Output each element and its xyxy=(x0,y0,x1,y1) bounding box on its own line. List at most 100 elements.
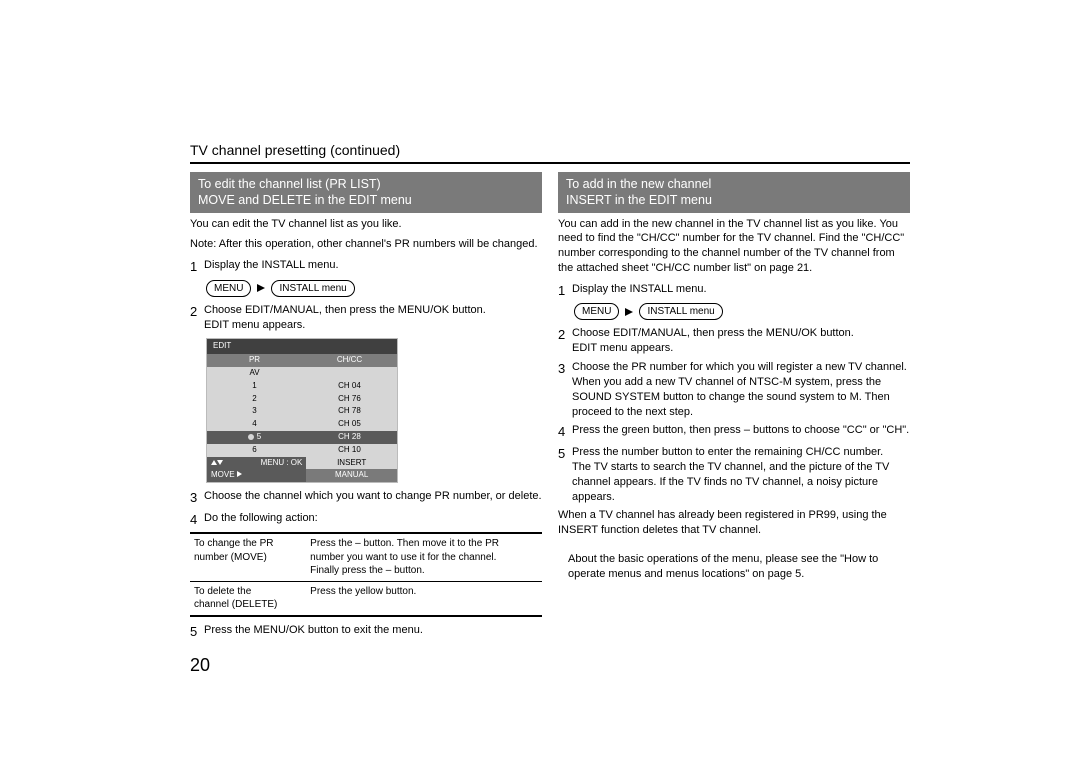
left-heading-line2: MOVE and DELETE in the EDIT menu xyxy=(198,192,534,208)
left-step-5: 5 Press the MENU/OK button to exit the m… xyxy=(190,623,542,641)
right-steps: 1 Display the INSTALL menu. xyxy=(558,282,910,300)
step-number: 4 xyxy=(558,423,572,441)
edit-footer-1: MENU : OK INSERT xyxy=(207,457,397,470)
cell: CH 10 xyxy=(302,445,397,456)
two-column-layout: To edit the channel list (PR LIST) MOVE … xyxy=(190,172,910,644)
text: number (MOVE) xyxy=(194,552,267,563)
foot-left: MOVE xyxy=(211,470,235,479)
cell: CH 04 xyxy=(302,381,397,392)
arrow-right-icon xyxy=(625,308,633,316)
step-number: 5 xyxy=(190,623,204,641)
cell: To delete the channel (DELETE) xyxy=(190,581,306,616)
step-number: 3 xyxy=(558,360,572,419)
left-step-1: 1 Display the INSTALL menu. xyxy=(190,258,542,276)
hdr-chcc: CH/CC xyxy=(302,355,397,366)
step2-line2: EDIT menu appears. xyxy=(204,319,305,331)
right-note-2: About the basic operations of the menu, … xyxy=(558,552,910,582)
left-column: To edit the channel list (PR LIST) MOVE … xyxy=(190,172,542,644)
right-column: To add in the new channel INSERT in the … xyxy=(558,172,910,644)
step-body: Choose EDIT/MANUAL, then press the MENU/… xyxy=(572,326,910,356)
right-step-3: 3 Choose the PR number for which you wil… xyxy=(558,360,910,419)
step-body: Press the number button to enter the rem… xyxy=(572,445,910,504)
step-body: Choose the channel which you want to cha… xyxy=(204,489,542,507)
cell: 5 xyxy=(257,432,261,441)
left-step-2: 2 Choose EDIT/MANUAL, then press the MEN… xyxy=(190,303,542,333)
edit-menu-illustration: EDIT PR CH/CC AV 1CH 04 2CH 76 3CH 78 4C… xyxy=(206,338,398,483)
edit-header-row: PR CH/CC xyxy=(207,354,397,367)
hdr-pr: PR xyxy=(207,355,302,366)
cell: 3 xyxy=(207,406,302,417)
edit-rows-bottom: 6CH 10 xyxy=(207,444,397,457)
step-number: 5 xyxy=(558,445,572,504)
text: channel (DELETE) xyxy=(194,599,277,610)
left-steps: 1 Display the INSTALL menu. xyxy=(190,258,542,276)
step-body: Press the MENU/OK button to exit the men… xyxy=(204,623,542,641)
edit-title: EDIT xyxy=(207,339,397,354)
menu-pill: MENU xyxy=(206,280,251,297)
install-menu-pill: INSTALL menu xyxy=(271,280,354,297)
left-step-3: 3 Choose the channel which you want to c… xyxy=(190,489,542,507)
cell xyxy=(302,368,397,379)
text: number you want to use it for the channe… xyxy=(310,552,496,563)
cell: Press the yellow button. xyxy=(306,581,542,616)
table-row: To delete the channel (DELETE) Press the… xyxy=(190,581,542,616)
text: EDIT menu appears. xyxy=(572,342,673,354)
step-body: Display the INSTALL menu. xyxy=(572,282,910,300)
right-heading-line2: INSERT in the EDIT menu xyxy=(566,192,902,208)
left-steps-5: 5 Press the MENU/OK button to exit the m… xyxy=(190,623,542,641)
triangle-down-icon xyxy=(217,460,223,465)
cell: Press the – button. Then move it to the … xyxy=(306,533,542,581)
right-step-1: 1 Display the INSTALL menu. xyxy=(558,282,910,300)
left-heading-line1: To edit the channel list (PR LIST) xyxy=(198,176,534,192)
arrow-right-icon xyxy=(257,284,265,292)
right-step-5: 5 Press the number button to enter the r… xyxy=(558,445,910,504)
cell: AV xyxy=(207,368,302,379)
triangle-right-icon xyxy=(237,471,242,477)
foot-right: MANUAL xyxy=(306,469,397,482)
step-body: Choose EDIT/MANUAL, then press the MENU/… xyxy=(204,303,542,333)
dot-icon xyxy=(248,434,254,440)
step-number: 4 xyxy=(190,511,204,529)
hl-left: 5 xyxy=(207,432,302,443)
cell: 4 xyxy=(207,419,302,430)
left-step-4: 4 Do the following action: xyxy=(190,511,542,529)
step-number: 3 xyxy=(190,489,204,507)
text: To change the PR xyxy=(194,538,274,549)
step-body: Do the following action: xyxy=(204,511,542,529)
page-title: TV channel presetting (continued) xyxy=(190,142,910,164)
left-steps-2: 2 Choose EDIT/MANUAL, then press the MEN… xyxy=(190,303,542,333)
right-step-2: 2 Choose EDIT/MANUAL, then press the MEN… xyxy=(558,326,910,356)
edit-rows-top: AV 1CH 04 2CH 76 3CH 78 4CH 05 xyxy=(207,367,397,431)
table-row: To change the PR number (MOVE) Press the… xyxy=(190,533,542,581)
cell: CH 28 xyxy=(302,432,397,443)
step-body: Display the INSTALL menu. xyxy=(204,258,542,276)
foot-right: INSERT xyxy=(306,457,397,470)
text: Choose EDIT/MANUAL, then press the MENU/… xyxy=(572,327,854,339)
cell: 2 xyxy=(207,394,302,405)
cell: CH 76 xyxy=(302,394,397,405)
left-section-heading: To edit the channel list (PR LIST) MOVE … xyxy=(190,172,542,213)
left-intro-2: Note: After this operation, other channe… xyxy=(190,237,542,252)
install-menu-pill: INSTALL menu xyxy=(639,303,722,320)
right-heading-line1: To add in the new channel xyxy=(566,176,902,192)
cell: To change the PR number (MOVE) xyxy=(190,533,306,581)
step-body: Press the green button, then press – but… xyxy=(572,423,910,441)
right-intro: You can add in the new channel in the TV… xyxy=(558,217,910,276)
action-table: To change the PR number (MOVE) Press the… xyxy=(190,532,542,617)
cell: 1 xyxy=(207,381,302,392)
step-number: 2 xyxy=(558,326,572,356)
right-section-heading: To add in the new channel INSERT in the … xyxy=(558,172,910,213)
cell: CH 78 xyxy=(302,406,397,417)
right-step-4: 4 Press the green button, then press – b… xyxy=(558,423,910,441)
step-number: 2 xyxy=(190,303,204,333)
text: To delete the xyxy=(194,586,251,597)
text: The TV starts to search the TV channel, … xyxy=(572,461,889,503)
step-body: Choose the PR number for which you will … xyxy=(572,360,910,419)
left-intro-1: You can edit the TV channel list as you … xyxy=(190,217,542,232)
text: Finally press the – button. xyxy=(310,565,425,576)
menu-pill: MENU xyxy=(574,303,619,320)
cell: CH 05 xyxy=(302,419,397,430)
page-number: 20 xyxy=(190,655,210,676)
cell: 6 xyxy=(207,445,302,456)
right-note-1: When a TV channel has already been regis… xyxy=(558,508,910,538)
